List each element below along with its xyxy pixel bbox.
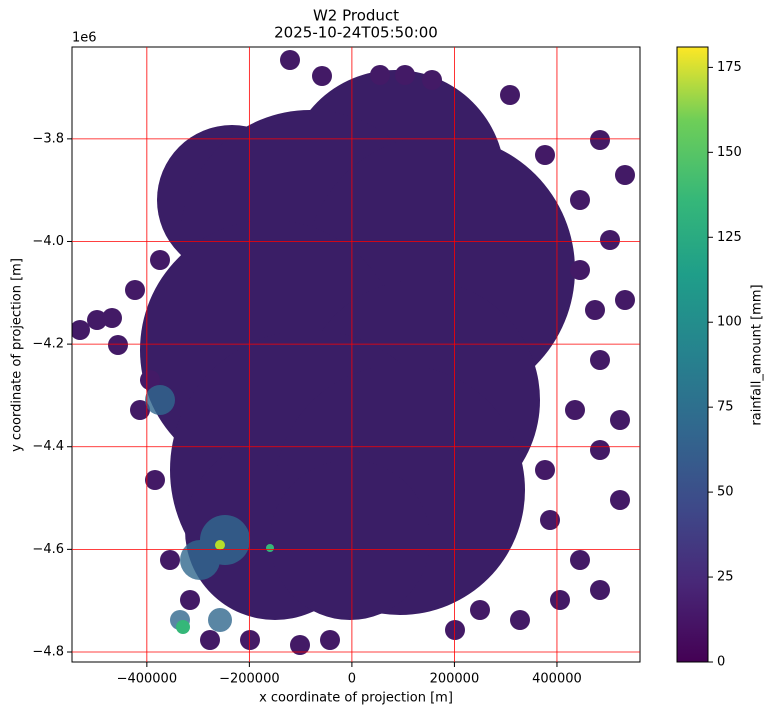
y-tick-label: −3.8	[32, 131, 64, 146]
raster	[72, 50, 635, 655]
y-tick-label: −4.8	[32, 644, 64, 659]
colorbar-tick-label: 100	[717, 315, 742, 330]
x-tick-label: 0	[348, 672, 356, 687]
x-tick-label: 400000	[532, 672, 582, 687]
y-axis-label: y coordinate of projection [m]	[10, 258, 25, 452]
colorbar-label: rainfall_amount [mm]	[750, 284, 765, 425]
y-tick-label: −4.2	[32, 337, 64, 352]
chart-title: W2 Product	[313, 7, 399, 25]
colorbar-tick-label: 175	[717, 60, 742, 75]
colorbar	[676, 46, 709, 663]
colorbar-tick-label: 25	[717, 570, 734, 585]
colorbar-tick-label: 75	[717, 400, 734, 415]
colorbar-tick-label: 0	[717, 655, 725, 670]
colorbar-tick-label: 150	[717, 145, 742, 160]
y-tick-label: −4.6	[32, 542, 64, 557]
y-tick-label: −4.4	[32, 439, 64, 454]
x-tick-label: 200000	[430, 672, 480, 687]
colorbar-tick-label: 125	[717, 230, 742, 245]
y-tick-label: −4.0	[32, 234, 64, 249]
chart-subtitle: 2025-10-24T05:50:00	[274, 24, 438, 42]
x-axis-label: x coordinate of projection [m]	[259, 691, 453, 706]
colorbar-tick-label: 50	[717, 485, 734, 500]
plot-frame	[71, 46, 641, 663]
y-offset-label: 1e6	[72, 31, 97, 46]
x-tick-label: −400000	[117, 672, 178, 687]
x-tick-label: −200000	[219, 672, 280, 687]
